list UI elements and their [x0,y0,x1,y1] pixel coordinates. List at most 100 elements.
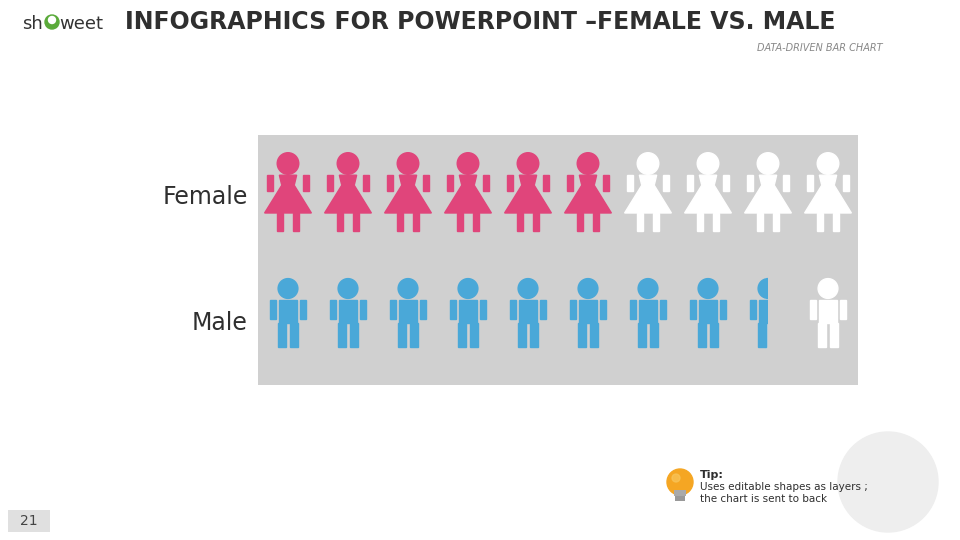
FancyBboxPatch shape [518,323,526,347]
FancyBboxPatch shape [330,300,336,319]
FancyBboxPatch shape [600,300,606,319]
Circle shape [337,153,359,174]
FancyBboxPatch shape [757,213,763,231]
FancyBboxPatch shape [413,213,419,231]
FancyBboxPatch shape [420,300,426,319]
FancyBboxPatch shape [258,260,765,385]
Circle shape [517,153,539,174]
FancyBboxPatch shape [530,323,538,347]
Polygon shape [265,175,311,213]
FancyBboxPatch shape [390,300,396,319]
FancyBboxPatch shape [470,323,478,347]
FancyBboxPatch shape [675,496,685,501]
FancyBboxPatch shape [758,300,778,323]
FancyBboxPatch shape [578,323,586,347]
FancyBboxPatch shape [750,300,756,319]
FancyBboxPatch shape [758,300,778,323]
Circle shape [698,279,718,299]
FancyBboxPatch shape [710,323,718,347]
FancyBboxPatch shape [387,175,393,191]
Circle shape [838,432,938,532]
FancyBboxPatch shape [579,300,597,323]
Circle shape [758,279,778,299]
FancyBboxPatch shape [832,213,839,231]
FancyBboxPatch shape [843,175,849,191]
FancyBboxPatch shape [590,323,598,347]
Circle shape [758,279,778,299]
FancyBboxPatch shape [267,175,273,191]
Circle shape [518,279,538,299]
FancyBboxPatch shape [510,300,516,319]
FancyBboxPatch shape [458,323,466,347]
FancyBboxPatch shape [638,300,658,323]
FancyBboxPatch shape [450,300,456,319]
FancyBboxPatch shape [360,300,366,319]
FancyBboxPatch shape [270,300,276,319]
FancyBboxPatch shape [830,323,838,347]
Polygon shape [639,175,657,184]
FancyBboxPatch shape [398,323,406,347]
FancyBboxPatch shape [712,213,719,231]
Circle shape [278,279,298,299]
FancyBboxPatch shape [277,213,283,231]
FancyBboxPatch shape [663,175,669,191]
FancyBboxPatch shape [697,213,704,231]
FancyBboxPatch shape [567,175,573,191]
FancyBboxPatch shape [363,175,369,191]
FancyBboxPatch shape [650,323,658,347]
FancyBboxPatch shape [459,300,477,323]
FancyBboxPatch shape [423,175,429,191]
FancyBboxPatch shape [410,323,418,347]
Polygon shape [385,175,431,213]
Polygon shape [804,175,852,213]
Text: Male: Male [192,310,248,334]
FancyBboxPatch shape [480,300,486,319]
FancyBboxPatch shape [338,323,346,347]
FancyBboxPatch shape [352,213,359,231]
FancyBboxPatch shape [278,300,298,323]
FancyBboxPatch shape [447,175,453,191]
Circle shape [277,153,299,174]
Polygon shape [580,175,596,184]
FancyBboxPatch shape [818,323,826,347]
FancyBboxPatch shape [270,300,276,319]
FancyBboxPatch shape [780,300,786,319]
Circle shape [577,153,599,174]
FancyBboxPatch shape [533,213,539,231]
FancyBboxPatch shape [758,323,766,347]
Circle shape [338,279,358,299]
FancyBboxPatch shape [592,213,599,231]
FancyBboxPatch shape [578,323,586,347]
FancyBboxPatch shape [768,260,801,385]
Circle shape [578,279,598,299]
FancyBboxPatch shape [699,300,717,323]
Circle shape [638,279,658,299]
Text: Female: Female [162,186,248,210]
FancyBboxPatch shape [773,213,779,231]
Circle shape [698,279,718,299]
FancyBboxPatch shape [690,300,696,319]
FancyBboxPatch shape [650,323,658,347]
Polygon shape [759,175,777,184]
FancyBboxPatch shape [780,300,786,319]
FancyBboxPatch shape [397,213,403,231]
Polygon shape [279,175,297,184]
Circle shape [672,474,680,482]
Circle shape [518,279,538,299]
Polygon shape [519,175,537,184]
FancyBboxPatch shape [637,213,643,231]
FancyBboxPatch shape [540,300,546,319]
FancyBboxPatch shape [783,175,789,191]
FancyBboxPatch shape [723,175,729,191]
FancyBboxPatch shape [687,175,693,191]
FancyBboxPatch shape [540,300,546,319]
Polygon shape [699,175,716,184]
Circle shape [667,469,693,495]
FancyBboxPatch shape [258,135,858,260]
Text: sh: sh [22,15,43,33]
Circle shape [578,279,598,299]
FancyBboxPatch shape [350,323,358,347]
FancyBboxPatch shape [390,300,396,319]
FancyBboxPatch shape [300,300,306,319]
FancyBboxPatch shape [710,323,718,347]
